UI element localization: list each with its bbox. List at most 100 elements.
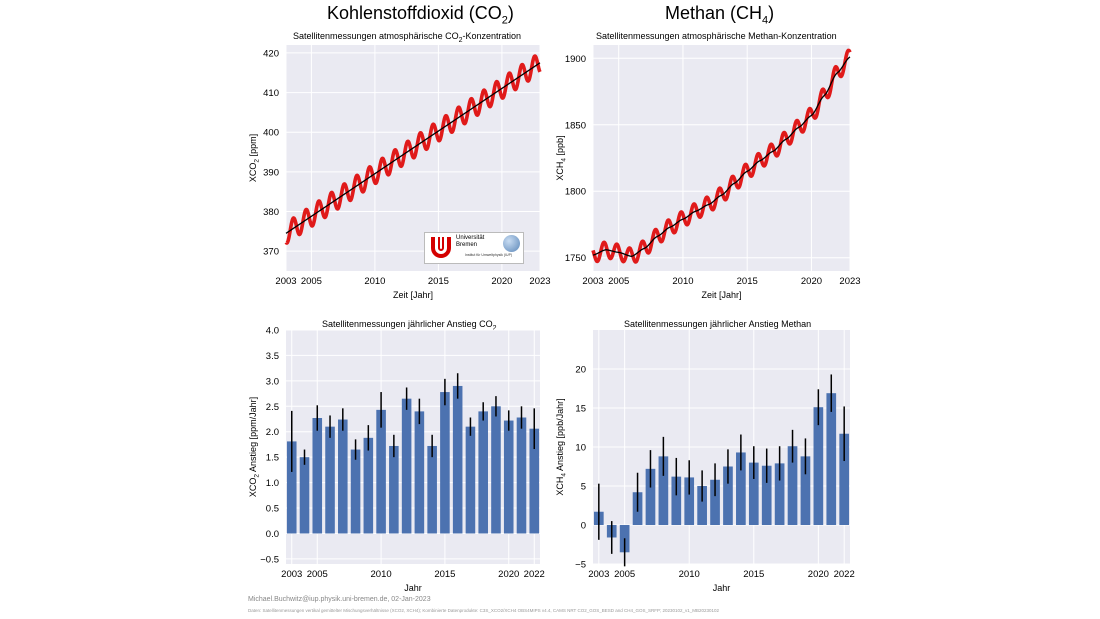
bar-2015 — [440, 392, 450, 534]
bar-2017 — [774, 463, 785, 525]
co2-growth-title: Satellitenmessungen jährlicher Anstieg C… — [322, 319, 497, 332]
x-tick-label: 2022 — [524, 569, 545, 580]
y-axis-label: XCO2 Anstieg [ppm/Jahr] — [248, 397, 261, 497]
ch4-conc-title: Satellitenmessungen atmosphärische Metha… — [596, 31, 837, 41]
y-tick-label: 2.0 — [266, 427, 279, 438]
y-axis-label-main: XCH — [555, 162, 565, 181]
y-axis-label-unit: [ppm] — [248, 134, 258, 159]
plot-background — [593, 45, 850, 271]
bar-2018 — [478, 411, 488, 534]
bar-2013 — [723, 466, 733, 525]
uni-bremen-logo: Universität Bremen Institut für Umweltph… — [424, 232, 524, 264]
x-tick-label: 2023 — [839, 276, 860, 287]
ch4_growth-chart: 2003 2005 2010 2015 2020 2022 −5 0 5 10 15 20 Jahr XC… — [555, 330, 855, 593]
y-axis-label-sub: 4 — [561, 473, 568, 477]
y-tick-label: 0 — [581, 521, 586, 532]
y-axis-label: XCH4 [ppb] — [555, 135, 568, 180]
y-tick-label: 1750 — [565, 253, 586, 264]
bar-2004 — [299, 457, 310, 534]
logo-institute: Institut für Umweltphysik (IUP) — [465, 253, 513, 257]
x-axis-label: Zeit [Jahr] — [393, 290, 433, 300]
x-tick-label: 2023 — [529, 276, 550, 287]
x-tick-label: 2020 — [801, 276, 822, 287]
x-tick-label: 2003 — [281, 569, 302, 580]
x-tick-label: 2005 — [307, 569, 328, 580]
bar-2019 — [491, 406, 501, 534]
bar-2012 — [710, 479, 720, 525]
y-tick-label: 3.5 — [266, 351, 279, 362]
x-tick-label: 2010 — [371, 569, 392, 580]
x-tick-label: 2020 — [808, 569, 829, 580]
bar-2005 — [312, 418, 323, 534]
y-axis-label-unit: Anstieg [ppb/Jahr] — [555, 398, 565, 473]
bar-2019 — [800, 456, 811, 525]
bar-2009 — [363, 437, 374, 534]
y-tick-label: 400 — [263, 128, 279, 139]
bar-2011 — [389, 445, 399, 534]
y-axis-label-unit: Anstieg [ppm/Jahr] — [248, 397, 258, 474]
y-tick-label: 390 — [263, 167, 279, 178]
bar-2013 — [414, 411, 425, 534]
y-tick-label: 1900 — [565, 54, 586, 65]
y-tick-label: 0.0 — [266, 529, 279, 540]
x-tick-label: 2005 — [614, 569, 635, 580]
bar-2014 — [427, 445, 437, 534]
x-tick-label: 2005 — [301, 276, 322, 287]
bar-2010 — [376, 409, 386, 534]
x-tick-label: 2015 — [428, 276, 449, 287]
x-tick-label: 2015 — [737, 276, 758, 287]
bar-2007 — [338, 419, 348, 534]
y-axis-label-main: XCO — [248, 478, 258, 498]
ch4_conc-chart: 2003 2005 2010 2015 2020 2023 1750 1800 1850 1900… — [555, 45, 861, 300]
series-line-monthly — [591, 48, 852, 264]
y-tick-label: −5 — [575, 560, 586, 571]
y-tick-label: 370 — [263, 247, 279, 258]
series-line-trend — [285, 62, 541, 234]
bar-2016 — [761, 465, 772, 525]
y-tick-label: 1800 — [565, 187, 586, 198]
x-tick-label: 2010 — [679, 569, 700, 580]
x-tick-label: 2020 — [491, 276, 512, 287]
y-tick-label: 410 — [263, 88, 279, 99]
footer-author: Michael.Buchwitz@iup.physik.uni-bremen.d… — [248, 596, 431, 603]
bar-2012 — [401, 398, 412, 534]
y-tick-label: 380 — [263, 207, 279, 218]
bar-2018 — [787, 446, 798, 525]
bar-2020 — [503, 420, 514, 534]
bar-2008 — [658, 456, 669, 525]
x-tick-label: 2010 — [364, 276, 385, 287]
x-axis-label: Jahr — [404, 583, 422, 593]
uni-bremen-u-icon — [431, 237, 451, 258]
x-tick-label: 2015 — [434, 569, 455, 580]
bar-2021 — [516, 417, 527, 534]
y-tick-label: 4.0 — [266, 326, 279, 337]
x-tick-label: 2003 — [275, 276, 296, 287]
x-tick-label: 2022 — [834, 569, 855, 580]
bar-2011 — [697, 486, 707, 525]
y-tick-label: 1850 — [565, 120, 586, 131]
co2-heading: Kohlenstoffdioxid (CO2) — [327, 3, 514, 27]
x-axis-label: Jahr — [713, 583, 731, 593]
bar-2017 — [465, 426, 476, 534]
y-axis-label-sub: 2 — [254, 159, 261, 163]
y-axis-label-main: XCO — [248, 163, 258, 183]
x-tick-label: 2005 — [608, 276, 629, 287]
y-tick-label: −0.5 — [260, 554, 279, 565]
x-tick-label: 2003 — [588, 569, 609, 580]
plot-background — [286, 330, 540, 564]
x-tick-label: 2003 — [582, 276, 603, 287]
bar-2007 — [645, 468, 656, 525]
bar-2006 — [325, 426, 335, 534]
footer-data-source: Daten: Satellitenmessungen vertikal gemi… — [248, 608, 720, 613]
bar-2009 — [671, 476, 682, 525]
bar-2021 — [826, 393, 837, 525]
y-axis-label-sub: 2 — [254, 474, 261, 478]
y-tick-label: 420 — [263, 48, 279, 59]
y-tick-label: 20 — [575, 365, 586, 376]
bar-2022 — [839, 433, 850, 525]
y-axis-label: XCO2 [ppm] — [248, 134, 261, 182]
y-tick-label: 1.5 — [266, 453, 279, 464]
y-tick-label: 2.5 — [266, 402, 279, 413]
bar-2008 — [350, 449, 361, 534]
